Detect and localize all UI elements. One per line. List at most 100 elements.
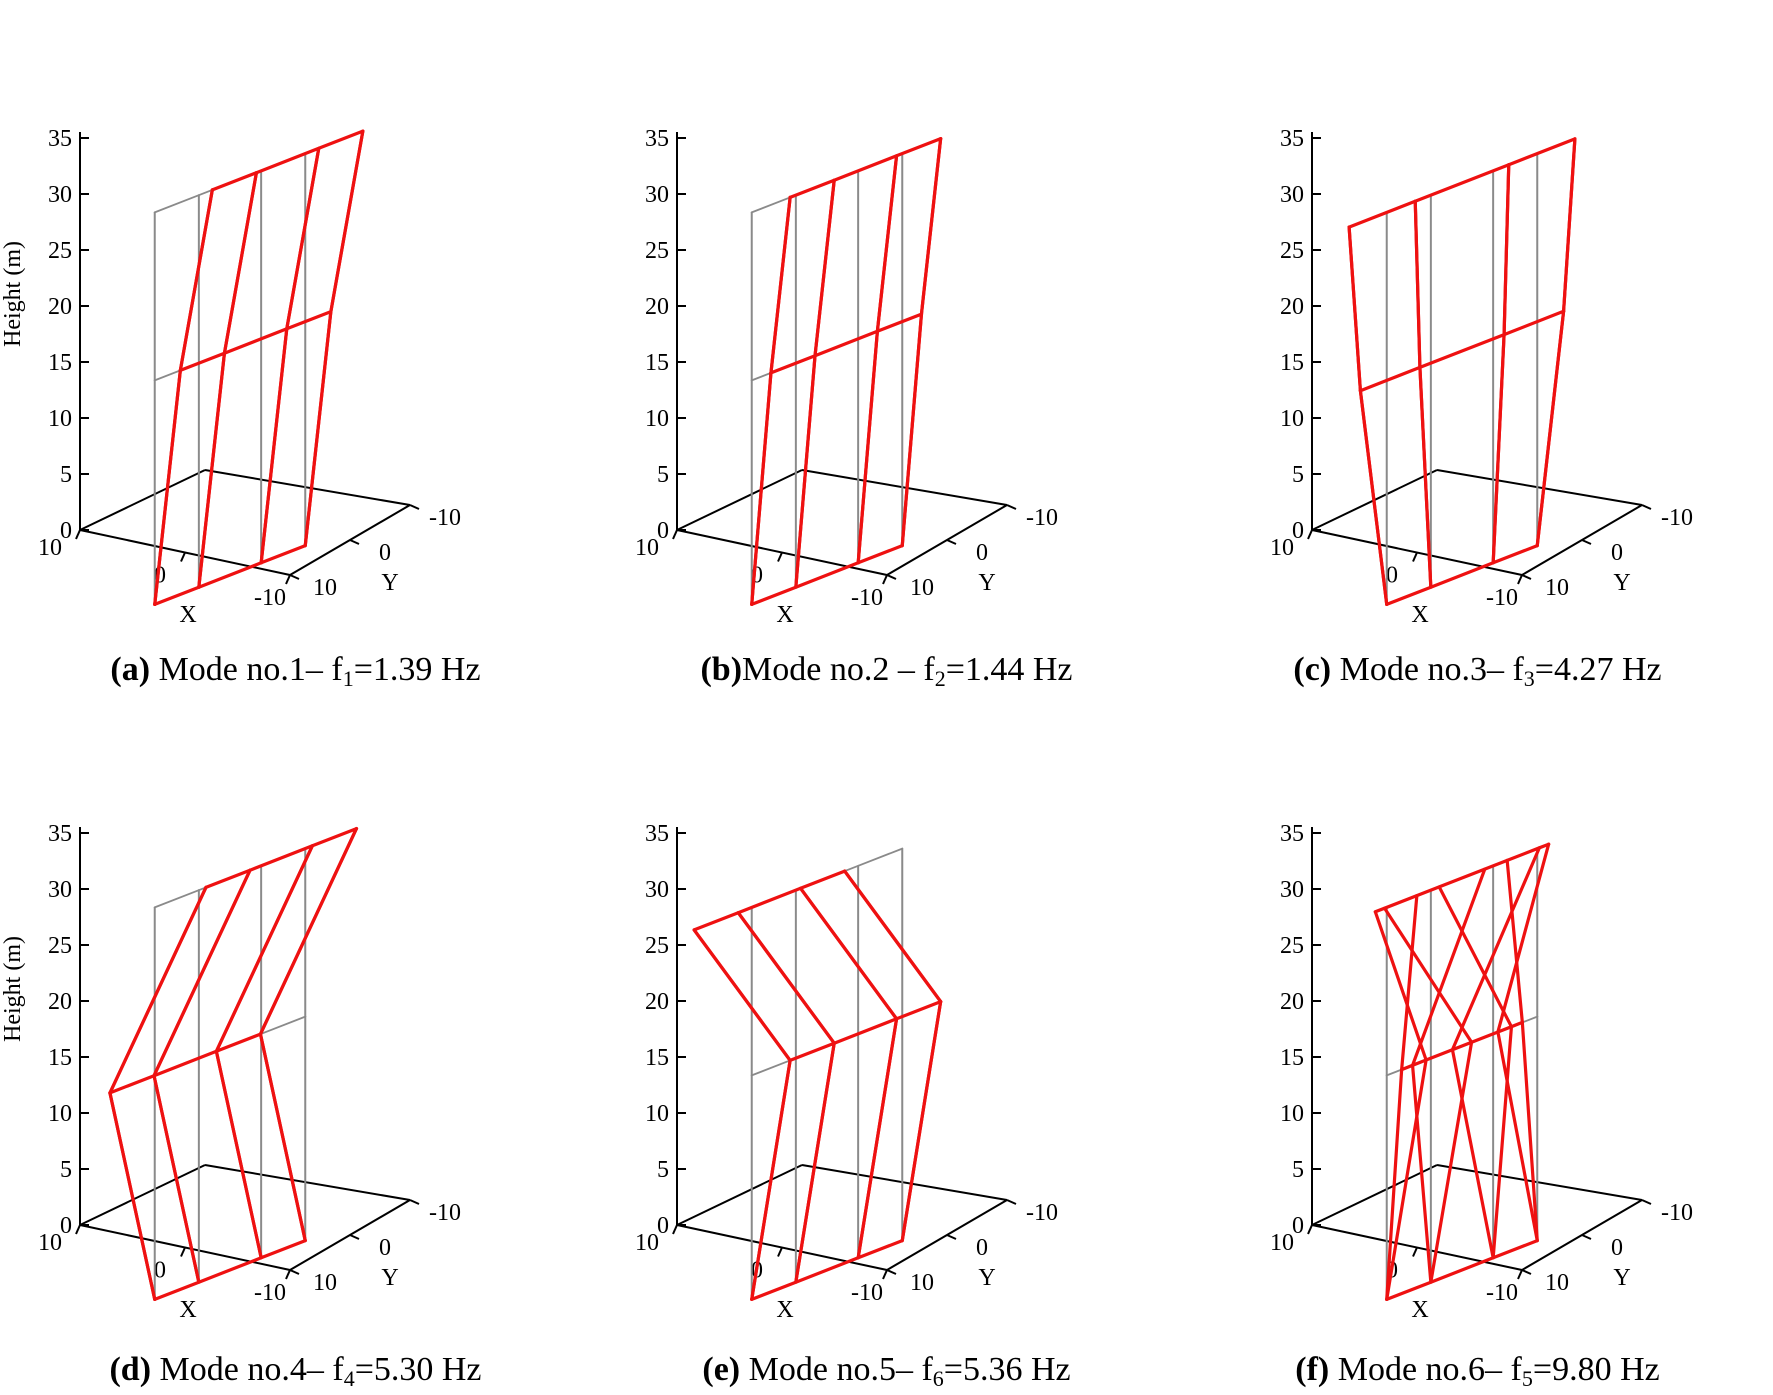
deformed-column xyxy=(1437,885,1514,1029)
z-tick-label: 30 xyxy=(1280,877,1304,903)
deformed-column xyxy=(258,827,359,1036)
x-tick xyxy=(672,1224,678,1235)
y-tick-label: 10 xyxy=(910,575,934,601)
caption-value: =9.80 Hz xyxy=(1532,1351,1660,1388)
deformed-column xyxy=(214,844,314,1053)
x-tick xyxy=(882,574,888,585)
caption-subscript: 3 xyxy=(1523,666,1535,691)
deformed-ring xyxy=(1358,309,1566,393)
deformed-column xyxy=(750,371,773,606)
deformed-ring xyxy=(1373,842,1551,914)
deformed-column xyxy=(1400,894,1419,1072)
deformed-ring xyxy=(153,1239,307,1301)
z-tick-label: 20 xyxy=(645,989,669,1015)
deformed-column xyxy=(1385,1067,1404,1301)
z-tick-label: 15 xyxy=(1280,350,1304,376)
z-tick-label: 15 xyxy=(48,350,72,376)
z-tick-label: 10 xyxy=(48,406,72,432)
deformed-column xyxy=(794,354,817,589)
x-axis-label: X xyxy=(776,602,793,628)
z-axis-label: Height (m) xyxy=(0,241,26,347)
deformed-column xyxy=(1535,309,1566,548)
y-tick xyxy=(409,504,420,510)
caption-subscript: 5 xyxy=(1521,1366,1533,1391)
z-tick-label: 20 xyxy=(1280,989,1304,1015)
y-tick xyxy=(1581,539,1592,545)
deformed-ring xyxy=(108,1032,263,1095)
deformed-column xyxy=(1491,332,1506,565)
z-tick-label: 25 xyxy=(48,933,72,959)
y-tick-label: 0 xyxy=(976,540,988,566)
x-tick xyxy=(1517,574,1523,585)
y-tick xyxy=(349,1234,360,1240)
deformed-column xyxy=(108,1091,157,1301)
x-tick xyxy=(180,552,186,562)
x-tick xyxy=(777,552,783,562)
x-tick xyxy=(285,1269,291,1280)
deformed-column xyxy=(1347,225,1363,393)
deformed-column xyxy=(329,129,365,314)
z-tick-label: 35 xyxy=(1280,821,1304,847)
z-tick-label: 5 xyxy=(657,1157,669,1183)
x-tick xyxy=(777,1247,783,1257)
z-tick-label: 25 xyxy=(1280,933,1304,959)
y-tick xyxy=(349,539,360,545)
deformed-ring xyxy=(178,310,333,372)
deformed-column xyxy=(1502,163,1511,337)
floor-back-edge xyxy=(79,1164,206,1226)
x-tick-label: -10 xyxy=(851,585,883,611)
z-tick-label: 30 xyxy=(48,877,72,903)
deformed-column xyxy=(750,1058,792,1301)
x-tick-label: 0 xyxy=(1386,563,1398,589)
x-axis-label: X xyxy=(1411,602,1428,628)
deformed-column xyxy=(303,310,333,548)
deformed-column xyxy=(1505,858,1524,1025)
caption-tag: (c) xyxy=(1293,651,1332,688)
y-tick-label: 0 xyxy=(976,1235,988,1261)
deformed-column xyxy=(769,195,792,375)
caption-text: Mode no.4– f xyxy=(151,1351,344,1388)
z-tick-label: 10 xyxy=(48,1101,72,1127)
deformed-column xyxy=(813,178,836,358)
x-tick xyxy=(180,1247,186,1257)
x-tick-label: 10 xyxy=(635,535,659,561)
y-tick xyxy=(946,1234,957,1240)
deformed-column xyxy=(1383,906,1474,1044)
x-tick-label: -10 xyxy=(1486,585,1518,611)
caption-value: =5.30 Hz xyxy=(354,1351,482,1388)
z-tick-label: 25 xyxy=(645,933,669,959)
y-tick-label: 10 xyxy=(1545,1270,1569,1296)
y-tick xyxy=(886,574,897,580)
y-axis-label: Y xyxy=(381,570,398,596)
z-tick-label: 20 xyxy=(1280,294,1304,320)
z-tick-label: 20 xyxy=(48,989,72,1015)
z-tick-label: 0 xyxy=(60,1213,72,1239)
z-tick-label: 30 xyxy=(48,182,72,208)
x-tick-label: 10 xyxy=(38,1230,62,1256)
x-axis-label: X xyxy=(1411,1297,1428,1323)
y-tick xyxy=(409,1199,420,1205)
z-tick-label: 15 xyxy=(1280,1045,1304,1071)
deformed-column xyxy=(214,1049,263,1260)
y-axis-label: Y xyxy=(1613,570,1630,596)
y-tick-label: -10 xyxy=(1026,1200,1058,1226)
deformed-column xyxy=(856,329,879,565)
floor-back-edge xyxy=(676,1164,803,1226)
z-tick-label: 30 xyxy=(645,877,669,903)
z-tick-label: 35 xyxy=(1280,126,1304,152)
caption-value: =1.44 Hz xyxy=(945,651,1073,688)
caption-text: Mode no.5– f xyxy=(740,1351,933,1388)
x-tick xyxy=(75,1224,81,1235)
floor-right-edge xyxy=(204,469,411,506)
deformed-column xyxy=(222,171,259,355)
deformed-ring xyxy=(1347,137,1577,229)
deformed-ring xyxy=(788,137,943,199)
floor-back-edge xyxy=(676,469,803,531)
y-tick-label: -10 xyxy=(1661,505,1693,531)
floor-back-edge xyxy=(79,469,206,531)
z-tick-label: 5 xyxy=(60,462,72,488)
floor-right-edge xyxy=(204,1164,411,1201)
x-tick xyxy=(672,529,678,540)
z-tick-label: 0 xyxy=(60,518,72,544)
x-tick xyxy=(882,1269,888,1280)
